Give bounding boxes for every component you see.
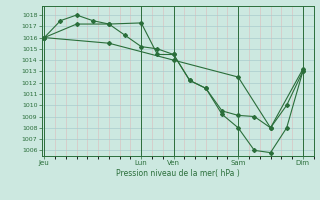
X-axis label: Pression niveau de la mer( hPa ): Pression niveau de la mer( hPa ) [116,169,239,178]
